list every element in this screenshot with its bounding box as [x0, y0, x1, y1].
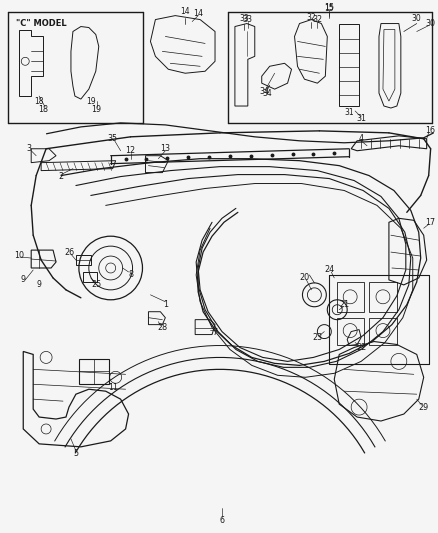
Text: 22: 22 — [356, 343, 366, 352]
Text: 35: 35 — [108, 134, 118, 143]
Text: 23: 23 — [312, 333, 322, 342]
Text: 8: 8 — [128, 270, 133, 279]
Text: 1: 1 — [163, 300, 168, 309]
Text: 18: 18 — [38, 104, 48, 114]
Text: 9: 9 — [21, 276, 26, 285]
Text: 17: 17 — [426, 218, 436, 227]
Text: 20: 20 — [300, 273, 310, 282]
Text: 34: 34 — [263, 88, 272, 98]
Text: 5: 5 — [73, 449, 78, 458]
Text: 13: 13 — [160, 144, 170, 154]
Text: 15: 15 — [325, 4, 334, 13]
Text: 28: 28 — [157, 323, 167, 332]
Text: 33: 33 — [243, 15, 253, 24]
Text: 16: 16 — [426, 126, 436, 135]
Text: 26: 26 — [64, 248, 74, 256]
Text: 12: 12 — [126, 146, 136, 155]
Text: 7: 7 — [212, 328, 218, 337]
Text: 19: 19 — [86, 96, 95, 106]
Text: 30: 30 — [426, 19, 436, 28]
Text: 11: 11 — [108, 383, 118, 392]
Text: 6: 6 — [219, 516, 225, 525]
Text: 24: 24 — [324, 265, 334, 274]
Text: 14: 14 — [193, 9, 203, 18]
Text: 31: 31 — [344, 109, 354, 117]
Text: 34: 34 — [260, 87, 270, 95]
Text: 21: 21 — [339, 300, 349, 309]
Text: 2: 2 — [58, 172, 64, 181]
Text: 32: 32 — [312, 15, 322, 24]
Text: 31: 31 — [356, 115, 366, 124]
Text: 33: 33 — [239, 14, 249, 23]
Text: 10: 10 — [14, 251, 24, 260]
Text: 3: 3 — [27, 144, 32, 154]
Text: 14: 14 — [180, 7, 190, 16]
Text: 15: 15 — [324, 3, 334, 12]
Text: 32: 32 — [307, 13, 316, 22]
Text: 18: 18 — [35, 96, 44, 106]
Text: 9: 9 — [37, 280, 42, 289]
Text: 4: 4 — [359, 134, 364, 143]
Text: "C" MODEL: "C" MODEL — [16, 19, 67, 28]
Text: 19: 19 — [91, 104, 101, 114]
Text: 30: 30 — [412, 14, 422, 23]
Text: 29: 29 — [419, 402, 429, 411]
Text: 25: 25 — [92, 280, 102, 289]
